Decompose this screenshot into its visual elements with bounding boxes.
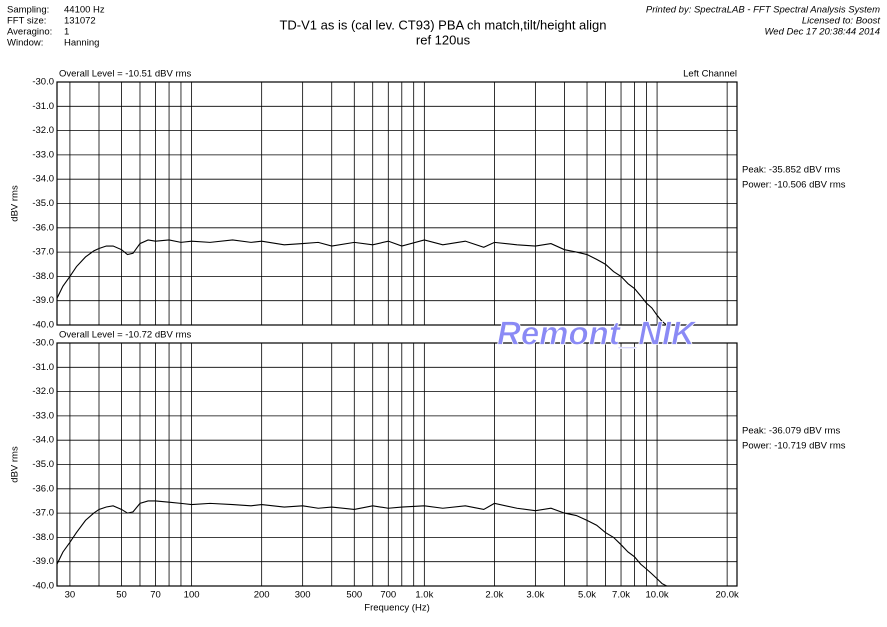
x-tick-label: 20.0k [716,590,739,601]
y-tick-label: -32.0 [32,125,54,136]
data-line [56,500,667,587]
overall-level: Overall Level = -10.72 dBV rms [59,330,192,341]
y-tick-label: -37.0 [32,508,54,519]
y-axis-label: dBV rms [10,185,21,222]
y-tick-label: -35.0 [32,459,54,470]
x-axis-label: Frequency (Hz) [364,603,429,614]
stat-note: Peak: -36.079 dBV rms [742,426,840,437]
y-tick-label: -31.0 [32,362,54,373]
data-line [56,239,668,326]
y-axis-label: dBV rms [10,446,21,483]
channel-label: Left Channel [683,69,737,80]
y-tick-label: -30.0 [32,77,54,88]
y-tick-label: -33.0 [32,410,54,421]
x-tick-label: 300 [295,590,311,601]
y-tick-label: -31.0 [32,101,54,112]
y-tick-label: -39.0 [32,556,54,567]
plot-frame [56,342,738,587]
setting-value: 44100 Hz [64,5,105,16]
title: ref 120us [416,32,471,47]
x-tick-label: 30 [65,590,76,601]
x-tick-label: 5.0k [578,590,596,601]
x-tick-label: 2.0k [485,590,503,601]
y-tick-label: -38.0 [32,532,54,543]
setting-value: 1 [64,27,69,38]
x-tick-label: 700 [380,590,396,601]
x-tick-label: 100 [184,590,200,601]
y-tick-label: -39.0 [32,295,54,306]
setting-label: Sampling: [7,5,49,16]
setting-label: Window: [7,38,43,49]
stat-note: Power: -10.719 dBV rms [742,441,846,452]
stat-note: Peak: -35.852 dBV rms [742,165,840,176]
y-tick-label: -36.0 [32,222,54,233]
date: Wed Dec 17 20:38:44 2014 [765,27,881,38]
setting-value: Hanning [64,38,99,49]
y-tick-label: -33.0 [32,149,54,160]
x-tick-label: 70 [150,590,161,601]
y-tick-label: -38.0 [32,271,54,282]
x-tick-label: 50 [116,590,127,601]
y-tick-label: -40.0 [32,581,54,592]
y-tick-label: -32.0 [32,386,54,397]
y-tick-label: -34.0 [32,435,54,446]
y-tick-label: -36.0 [32,483,54,494]
overall-level: Overall Level = -10.51 dBV rms [59,69,192,80]
x-tick-label: 3.0k [526,590,544,601]
plot-frame [56,81,738,326]
x-tick-label: 10.0k [645,590,668,601]
y-tick-label: -34.0 [32,174,54,185]
stat-note: Power: -10.506 dBV rms [742,180,846,191]
title: TD-V1 as is (cal lev. CT93) PBA ch match… [279,17,606,32]
watermark: Remont_NIK [497,315,697,352]
printed-by: Printed by: SpectraLAB - FFT Spectral An… [646,5,880,16]
y-tick-label: -35.0 [32,198,54,209]
x-tick-label: 1.0k [415,590,433,601]
x-tick-label: 7.0k [612,590,630,601]
y-tick-label: -40.0 [32,320,54,331]
charts: -30.0 -31.0 -32.0 -33.0 -34.0 -35.0 -36.0 -37.0… [10,69,846,614]
x-tick-label: 500 [346,590,362,601]
setting-value: 131072 [64,16,96,27]
x-tick-label: 200 [254,590,270,601]
y-tick-label: -30.0 [32,338,54,349]
setting-label: Averagino: [7,27,52,38]
y-tick-label: -37.0 [32,247,54,258]
licensed-to: Licensed to: Boost [802,16,881,27]
setting-label: FFT size: [7,16,46,27]
